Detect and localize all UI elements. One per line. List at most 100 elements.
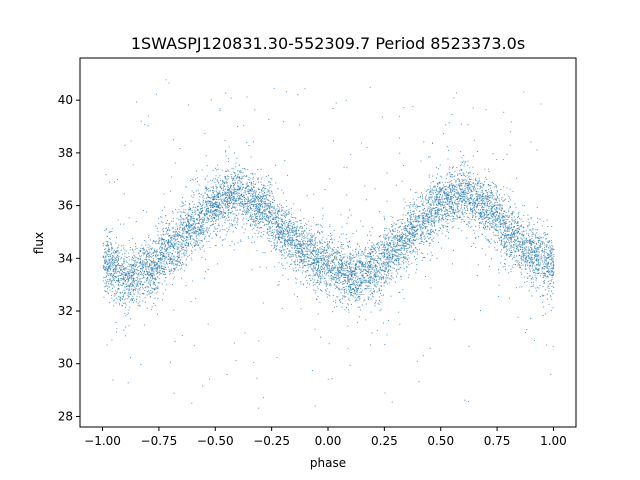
data-point bbox=[517, 240, 519, 242]
data-point bbox=[455, 209, 457, 211]
data-point bbox=[531, 234, 533, 236]
data-point bbox=[410, 218, 412, 220]
data-point bbox=[495, 200, 497, 202]
data-point bbox=[370, 272, 372, 274]
data-point bbox=[359, 291, 361, 293]
data-point bbox=[317, 248, 318, 250]
data-point bbox=[229, 197, 230, 199]
data-point bbox=[245, 176, 247, 178]
data-point bbox=[156, 287, 158, 289]
data-point bbox=[468, 171, 470, 173]
data-point bbox=[483, 198, 485, 200]
data-point bbox=[358, 288, 359, 290]
data-point bbox=[444, 210, 445, 212]
data-point bbox=[138, 273, 140, 275]
data-point bbox=[215, 215, 217, 217]
data-point bbox=[111, 253, 112, 255]
data-point bbox=[502, 219, 504, 221]
data-point bbox=[123, 274, 125, 276]
data-point bbox=[258, 209, 260, 211]
data-point bbox=[206, 202, 208, 204]
data-point bbox=[420, 228, 422, 230]
data-point bbox=[404, 246, 406, 247]
data-point bbox=[302, 233, 304, 234]
data-point bbox=[130, 288, 132, 290]
data-point bbox=[407, 277, 409, 279]
data-point bbox=[412, 250, 414, 252]
data-point bbox=[330, 239, 332, 240]
data-point bbox=[463, 191, 464, 192]
data-point bbox=[426, 218, 428, 220]
data-point bbox=[503, 215, 505, 217]
data-point bbox=[426, 240, 428, 242]
data-point bbox=[124, 286, 126, 288]
data-point bbox=[351, 294, 353, 296]
data-point bbox=[128, 240, 130, 242]
data-point bbox=[384, 271, 386, 273]
data-point bbox=[302, 263, 304, 265]
data-point bbox=[476, 183, 478, 184]
data-point bbox=[368, 265, 370, 267]
data-point bbox=[509, 199, 511, 201]
data-point bbox=[234, 175, 236, 177]
data-point bbox=[157, 265, 159, 267]
data-point bbox=[237, 126, 239, 127]
data-point bbox=[275, 217, 277, 219]
data-point bbox=[272, 199, 273, 200]
data-point bbox=[145, 266, 147, 267]
data-point bbox=[284, 213, 286, 215]
data-point bbox=[424, 237, 426, 239]
data-point bbox=[326, 244, 328, 245]
data-point bbox=[293, 222, 295, 224]
data-point bbox=[508, 255, 510, 257]
data-point bbox=[506, 245, 508, 247]
data-point bbox=[509, 188, 511, 190]
data-point bbox=[209, 205, 211, 207]
data-point bbox=[119, 278, 121, 280]
data-point bbox=[453, 207, 455, 209]
data-point bbox=[318, 264, 320, 266]
data-point bbox=[120, 258, 122, 260]
data-point bbox=[269, 201, 271, 203]
data-point bbox=[250, 195, 252, 197]
data-point bbox=[362, 271, 364, 273]
data-point bbox=[276, 216, 278, 218]
data-point bbox=[488, 241, 490, 243]
data-point bbox=[524, 265, 526, 267]
data-point bbox=[479, 188, 481, 190]
data-point bbox=[216, 219, 218, 220]
data-point bbox=[437, 208, 439, 210]
data-point bbox=[533, 254, 535, 256]
data-point bbox=[213, 213, 215, 215]
data-point bbox=[441, 209, 443, 211]
data-point bbox=[286, 231, 288, 233]
data-point bbox=[234, 218, 236, 220]
data-point bbox=[200, 226, 202, 227]
data-point bbox=[449, 216, 451, 217]
data-point bbox=[175, 242, 177, 244]
data-point bbox=[223, 185, 225, 187]
data-point bbox=[258, 201, 260, 203]
data-point bbox=[437, 205, 439, 206]
data-point bbox=[284, 252, 286, 254]
data-point bbox=[423, 223, 425, 224]
data-point bbox=[277, 220, 279, 222]
data-point bbox=[542, 251, 544, 252]
data-point bbox=[524, 247, 526, 249]
data-point bbox=[426, 236, 428, 238]
data-point bbox=[140, 274, 141, 275]
data-point bbox=[424, 225, 426, 227]
data-point bbox=[366, 146, 368, 148]
data-point bbox=[490, 211, 492, 213]
data-point bbox=[395, 255, 397, 257]
data-point bbox=[314, 284, 316, 286]
data-point bbox=[495, 207, 497, 209]
data-point bbox=[553, 253, 555, 255]
data-point bbox=[492, 219, 494, 221]
data-point bbox=[153, 267, 155, 269]
data-point bbox=[228, 217, 230, 218]
data-point bbox=[252, 197, 253, 199]
data-point bbox=[312, 278, 314, 280]
data-point bbox=[300, 259, 302, 261]
data-point bbox=[240, 170, 242, 172]
